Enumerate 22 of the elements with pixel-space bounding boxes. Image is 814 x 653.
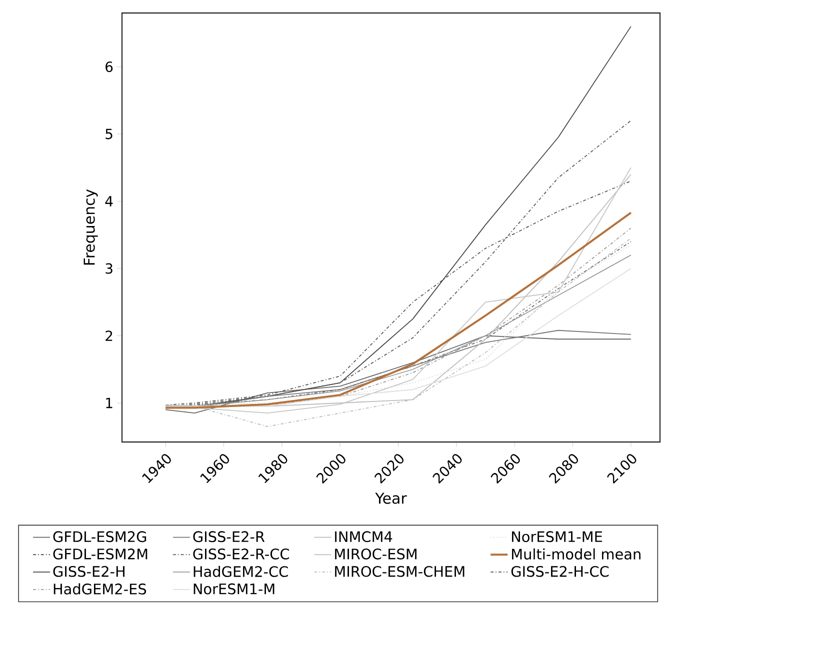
legend-label: GISS-E2-R-CC xyxy=(193,548,290,560)
legend-label: NorESM1-ME xyxy=(512,531,602,542)
y-tick-label: 3 xyxy=(106,263,112,274)
y-tick-label: 6 xyxy=(106,62,113,72)
legend-label: GISS-E2-R xyxy=(193,531,265,542)
legend-label: GISS-E2-H xyxy=(53,566,124,577)
legend-label: GFDL-ESM2G xyxy=(53,531,146,542)
legend-label: NorESM1-M xyxy=(194,583,274,594)
y-tick-label: 5 xyxy=(106,128,112,140)
legend-label: INMCM4 xyxy=(335,531,392,542)
legend-label: GFDL-ESM2M xyxy=(53,548,148,560)
legend-label: HadGEM2-CC xyxy=(194,566,288,578)
legend-label: Multi-model mean xyxy=(512,548,640,560)
legend-label: GISS-E2-H-CC xyxy=(511,566,609,577)
x-axis-title: Year xyxy=(375,492,407,504)
legend-label: MIROC-ESM xyxy=(335,548,416,560)
y-axis-title: Frequency xyxy=(84,189,98,265)
legend-label: HadGEM2-ES xyxy=(54,583,146,594)
y-tick-label: 4 xyxy=(105,196,113,206)
y-tick-label: 2 xyxy=(106,330,112,341)
legend-label: MIROC-ESM-CHEM xyxy=(335,566,464,577)
y-tick-label: 1 xyxy=(106,398,112,408)
